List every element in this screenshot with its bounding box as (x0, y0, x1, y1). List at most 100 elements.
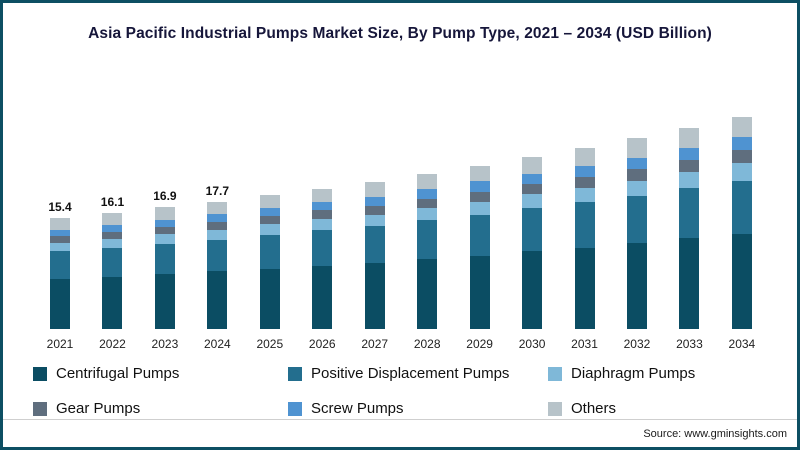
legend-item-others: Others (548, 400, 777, 417)
bar-total-label (530, 139, 533, 153)
legend-item-diaphragm-pumps: Diaphragm Pumps (548, 365, 777, 382)
bar-segment-screw-pumps (102, 224, 123, 232)
bar-segment-gear-pumps (522, 184, 543, 195)
bar-segment-others (679, 128, 700, 148)
bar-segment-diaphragm-pumps (259, 223, 280, 235)
x-axis-tick-label: 2030 (518, 337, 546, 351)
bar-segment-others (417, 173, 438, 190)
legend-label: Centrifugal Pumps (56, 365, 180, 382)
bar-segment-gear-pumps (574, 177, 595, 188)
bar-column: 2025 (253, 73, 287, 351)
bar-segment-centrifugal-pumps (207, 271, 228, 329)
bar-segment-centrifugal-pumps (574, 247, 595, 329)
x-axis-tick-label: 2027 (361, 337, 389, 351)
legend-swatch-icon (288, 401, 302, 416)
bar-stack (574, 147, 595, 329)
legend-label: Diaphragm Pumps (571, 365, 696, 382)
bar-total-label (583, 130, 586, 144)
bar-segment-screw-pumps (522, 174, 543, 185)
bar-stack (102, 213, 123, 329)
bar-segment-others (574, 147, 595, 167)
bar-segment-gear-pumps (731, 150, 752, 164)
bar-total-label: 17.7 (205, 183, 230, 198)
bar-segment-gear-pumps (50, 236, 70, 243)
legend-swatch-icon (288, 366, 302, 381)
bar-segment-screw-pumps (417, 189, 438, 199)
bar-segment-screw-pumps (469, 181, 490, 192)
bar-column: 2029 (463, 73, 497, 351)
bar-segment-gear-pumps (679, 159, 700, 173)
legend-item-positive-displacement-pumps: Positive Displacement Pumps (288, 365, 548, 382)
legend-item-screw-pumps: Screw Pumps (288, 400, 548, 417)
bar-stack (50, 218, 70, 329)
bar-column: 2032 (620, 73, 654, 351)
bar-segment-diaphragm-pumps (207, 229, 228, 240)
bar-segment-diaphragm-pumps (731, 163, 752, 181)
bar-total-label: 16.9 (153, 189, 177, 204)
x-axis-tick-label: 2028 (413, 337, 441, 351)
bar-segment-positive-displacement-pumps (522, 208, 543, 252)
bar-total-label (635, 120, 638, 134)
bar-stack (207, 201, 228, 329)
legend-item-gear-pumps: Gear Pumps (33, 400, 288, 417)
bar-stack (626, 138, 647, 329)
x-axis-tick-label: 2021 (46, 337, 74, 351)
bar-segment-centrifugal-pumps (102, 277, 123, 329)
bar-segment-centrifugal-pumps (259, 268, 280, 329)
bar-segment-screw-pumps (364, 197, 385, 207)
bar-stack (364, 181, 385, 329)
source-attribution: Source: www.gminsights.com (643, 428, 787, 440)
bar-column: 2026 (305, 73, 339, 351)
bar-segment-others (102, 213, 123, 225)
bar-stack (469, 165, 490, 329)
bar-column: 2031 (568, 73, 602, 351)
bar-segment-diaphragm-pumps (154, 234, 175, 245)
bar-column: 2030 (515, 73, 549, 351)
bar-segment-centrifugal-pumps (731, 234, 752, 329)
bar-segment-screw-pumps (731, 137, 752, 151)
bar-stack (259, 195, 280, 329)
bar-stack (522, 156, 543, 329)
bar-segment-others (50, 218, 70, 230)
x-axis-tick-label: 2025 (256, 337, 284, 351)
bar-segment-screw-pumps (207, 213, 228, 222)
bar-segment-diaphragm-pumps (574, 187, 595, 203)
plot-area: 15.4 2021 16.1 2022 16.9 2023 17.7 2024 2025 20… (43, 73, 759, 351)
bar-segment-others (626, 138, 647, 158)
bar-total-label: 16.1 (100, 195, 125, 210)
bar-column: 16.1 2022 (95, 73, 129, 351)
bar-segment-positive-displacement-pumps (102, 248, 123, 278)
bar-segment-centrifugal-pumps (679, 238, 700, 329)
bar-segment-positive-displacement-pumps (259, 234, 280, 269)
bar-total-label (688, 110, 691, 124)
bar-segment-diaphragm-pumps (50, 242, 70, 252)
legend-item-centrifugal-pumps: Centrifugal Pumps (33, 365, 288, 382)
x-axis-tick-label: 2023 (151, 337, 179, 351)
bar-stack (312, 188, 333, 329)
bar-segment-screw-pumps (626, 157, 647, 170)
bar-stack (679, 128, 700, 329)
legend: Centrifugal Pumps Positive Displacement P… (33, 365, 777, 417)
bar-segment-diaphragm-pumps (364, 214, 385, 227)
bar-segment-gear-pumps (207, 221, 228, 230)
bar-segment-gear-pumps (364, 206, 385, 215)
bar-segment-diaphragm-pumps (522, 194, 543, 209)
bar-stack (417, 173, 438, 329)
bar-total-label (426, 156, 429, 170)
bar-segment-others (364, 181, 385, 198)
x-axis-tick-label: 2024 (204, 337, 231, 351)
bar-segment-screw-pumps (312, 201, 333, 211)
bar-segment-screw-pumps (154, 219, 175, 227)
bar-segment-others (731, 117, 752, 138)
bar-segment-gear-pumps (154, 226, 175, 235)
legend-swatch-icon (548, 401, 562, 416)
bar-segment-positive-displacement-pumps (207, 239, 228, 272)
bar-segment-gear-pumps (312, 210, 333, 219)
bar-segment-gear-pumps (259, 216, 280, 224)
bar-column: 2034 (725, 73, 759, 351)
bar-segment-positive-displacement-pumps (574, 202, 595, 248)
legend-swatch-icon (33, 401, 47, 416)
bar-segment-positive-displacement-pumps (50, 251, 70, 280)
bar-segment-centrifugal-pumps (364, 262, 385, 329)
